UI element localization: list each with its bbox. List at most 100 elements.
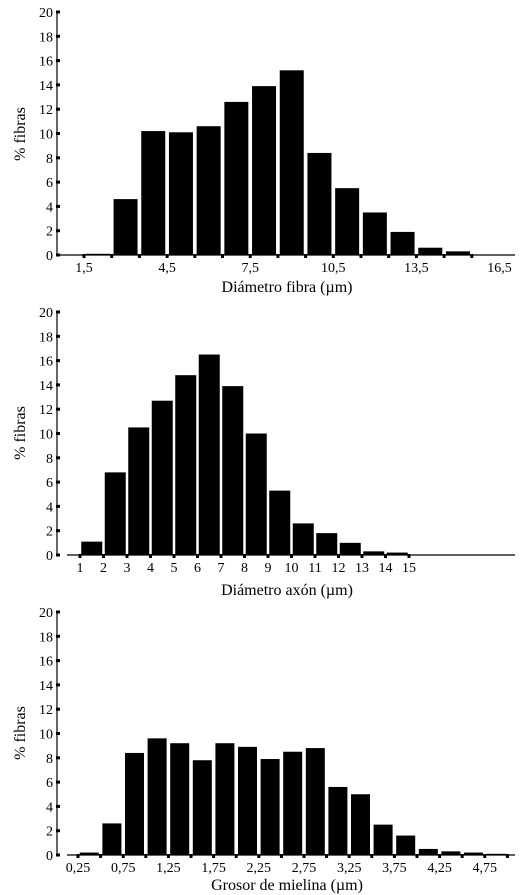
- panel-2-x-tick: [144, 854, 148, 858]
- panel-1-x-tick-label: 2: [100, 561, 107, 576]
- panel-1-bar: [222, 386, 244, 555]
- panel-1-x-tick-label: 4: [147, 561, 154, 576]
- panel-0-x-tick-label: 4,5: [158, 261, 176, 276]
- panel-2-y-tick-label: 16: [39, 655, 53, 670]
- panel-1-x-tick-label: 1: [77, 561, 84, 576]
- panel-1-x-tick: [290, 554, 293, 558]
- axon-diameter-histogram: Diámetro axón (µm) % fibras 024681012141…: [12, 306, 515, 599]
- panel-2-y-tick-label: 6: [46, 776, 53, 791]
- panel-1-y-tick: [56, 480, 60, 484]
- panel-0-x-tick: [276, 254, 280, 258]
- panel-1-x-tick-label: 8: [241, 561, 248, 576]
- panel-2-y-tick: [56, 780, 60, 784]
- panel-1-x-tick: [360, 554, 364, 558]
- panel-2-y-tick: [56, 634, 60, 638]
- panel-0-y-tick-label: 6: [46, 176, 53, 191]
- panel-1-y-tick: [56, 359, 60, 363]
- panel-1-x-tick-label: 5: [171, 561, 178, 576]
- panel-1-x-tick: [407, 554, 411, 558]
- panel-0-y-tick-label: 14: [39, 79, 53, 94]
- panel-2-bar: [305, 748, 325, 855]
- panel-0-bar: [168, 132, 193, 255]
- panel-2-y-tick: [56, 732, 60, 735]
- panel-2-x-tick-label: 0,75: [111, 861, 136, 876]
- panel-1-x-tick: [219, 554, 223, 558]
- panel-2-x-tick: [166, 854, 170, 858]
- panel-1-x-tick-label: 6: [194, 561, 201, 576]
- panel-0-y-tick: [56, 59, 60, 63]
- panel-0-bar: [141, 131, 166, 255]
- panel-2-bar: [283, 751, 303, 855]
- panel-1-x-tick-label: 10: [285, 561, 299, 576]
- panel-2-x-tick: [460, 854, 464, 858]
- panel-1-bar: [269, 490, 291, 555]
- panel-0-bar: [390, 231, 415, 255]
- panel-0-xlabel: Diámetro fibra (µm): [222, 279, 353, 296]
- panel-1-x-tick-label: 12: [332, 561, 346, 576]
- panel-0-x-tick: [110, 254, 114, 258]
- panel-0-y-tick-label: 2: [46, 225, 53, 240]
- panel-0-y-tick-label: 4: [46, 200, 53, 215]
- panel-0-bar: [224, 101, 249, 255]
- panel-1-ylabel: % fibras: [12, 406, 29, 460]
- panel-0-x-tick: [221, 254, 224, 258]
- panel-0-x-tick: [414, 254, 418, 258]
- panel-2-bar: [328, 786, 348, 855]
- panel-0-y-tick: [56, 229, 60, 233]
- panel-1-bar: [81, 541, 103, 555]
- panel-0-y-tick-label: 18: [39, 30, 53, 45]
- panel-0-x-tick-label: 1,5: [75, 261, 93, 276]
- panel-1-y-tick-label: 10: [39, 428, 53, 443]
- panel-1-y-tick: [56, 432, 60, 435]
- panel-2-x-tick: [483, 854, 487, 858]
- panel-1-x-tick: [78, 554, 82, 558]
- panel-1-x-tick-label: 9: [265, 561, 272, 576]
- panel-2-x-tick-label: 4,25: [427, 861, 452, 876]
- panel-2-ylabel: % fibras: [12, 706, 29, 760]
- panel-2-y-tick-label: 14: [39, 679, 53, 694]
- panel-1-y-tick: [56, 383, 60, 387]
- panel-2-bar: [418, 848, 438, 855]
- panel-1-y-tick-label: 12: [39, 403, 53, 418]
- panel-2-y-tick: [56, 659, 60, 663]
- panel-2-bar: [351, 794, 370, 855]
- panel-2-y-tick: [56, 829, 60, 833]
- panel-0-x-tick: [359, 254, 363, 258]
- panel-2-y-tick-label: 20: [39, 606, 53, 621]
- panel-2-y-tick: [56, 756, 60, 760]
- panel-1-bar: [292, 523, 314, 555]
- panel-2-x-tick: [234, 854, 238, 858]
- panel-2-bar: [125, 752, 144, 855]
- panel-2-bar: [464, 852, 483, 855]
- panel-1-y-tick-label: 2: [46, 525, 53, 540]
- panel-1-y-tick: [56, 334, 60, 338]
- panel-2-x-tick: [189, 854, 193, 858]
- panel-2-y-tick: [56, 683, 60, 687]
- panel-1-y-tick-label: 4: [46, 500, 53, 515]
- panel-0-bar: [362, 212, 387, 255]
- panel-2-x-tick: [99, 854, 103, 858]
- panel-2-x-tick: [392, 854, 396, 858]
- panel-2-y-tick-label: 12: [39, 703, 53, 718]
- panel-0-x-tick: [470, 254, 474, 258]
- panel-0-bar: [252, 86, 277, 256]
- panel-2-x-tick: [370, 854, 374, 858]
- panel-1-x-tick-label: 3: [124, 561, 131, 576]
- panel-0-y-tick: [56, 180, 60, 184]
- panel-0-x-tick-label: 10,5: [321, 261, 346, 276]
- panel-1-x-tick-label: 11: [308, 561, 321, 576]
- panel-1-x-tick: [243, 554, 246, 558]
- panel-2-y-tick: [56, 853, 60, 857]
- panel-2-x-tick-label: 3,75: [382, 861, 407, 876]
- panel-1-x-tick: [149, 554, 152, 558]
- panel-0-y-tick-label: 20: [39, 6, 53, 21]
- panel-1-y-tick-label: 16: [39, 355, 53, 370]
- panel-0-x-tick: [387, 254, 391, 258]
- panel-0-bar: [196, 126, 221, 256]
- panel-0-bar: [445, 251, 470, 255]
- panel-0-x-tick-label: 7,5: [241, 261, 259, 276]
- panel-2-x-tick: [76, 854, 80, 858]
- panel-0-bar: [307, 152, 332, 255]
- panel-1-y-tick-label: 0: [46, 549, 53, 564]
